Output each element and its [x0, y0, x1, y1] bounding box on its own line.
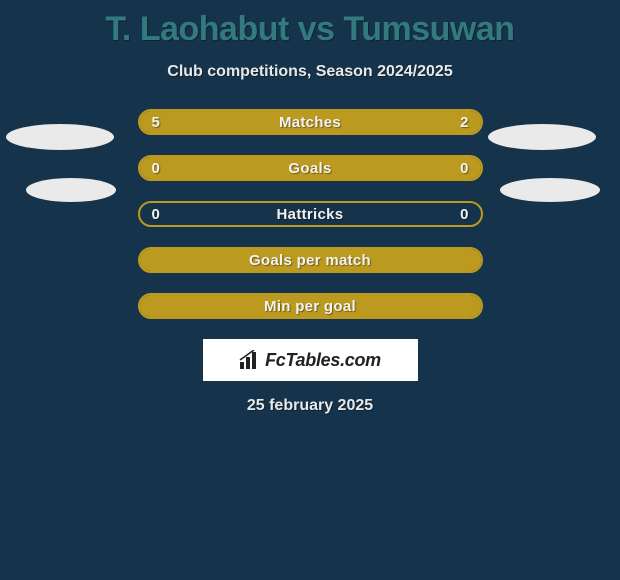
photo-placeholder	[6, 124, 114, 150]
bar-chart-icon	[239, 350, 261, 370]
snapshot-date: 25 february 2025	[0, 397, 620, 415]
stat-label: Matches	[140, 111, 481, 133]
photo-placeholder	[26, 178, 116, 202]
stats-container: 52Matches 00Goals 00Hattricks Goals per mat…	[138, 109, 483, 319]
photo-placeholder	[488, 124, 596, 150]
stat-label: Goals	[140, 157, 481, 179]
stat-row: 52Matches	[138, 109, 483, 135]
stat-label: Min per goal	[140, 295, 481, 317]
watermark-text: FcTables.com	[265, 350, 381, 371]
photo-placeholder	[500, 178, 600, 202]
stat-row: Min per goal	[138, 293, 483, 319]
watermark: FcTables.com	[203, 339, 418, 381]
page-title: T. Laohabut vs Tumsuwan	[0, 0, 620, 49]
stat-row: Goals per match	[138, 247, 483, 273]
stat-label: Goals per match	[140, 249, 481, 271]
stat-label: Hattricks	[140, 203, 481, 225]
stat-row: 00Goals	[138, 155, 483, 181]
stat-row: 00Hattricks	[138, 201, 483, 227]
subtitle: Club competitions, Season 2024/2025	[0, 63, 620, 81]
